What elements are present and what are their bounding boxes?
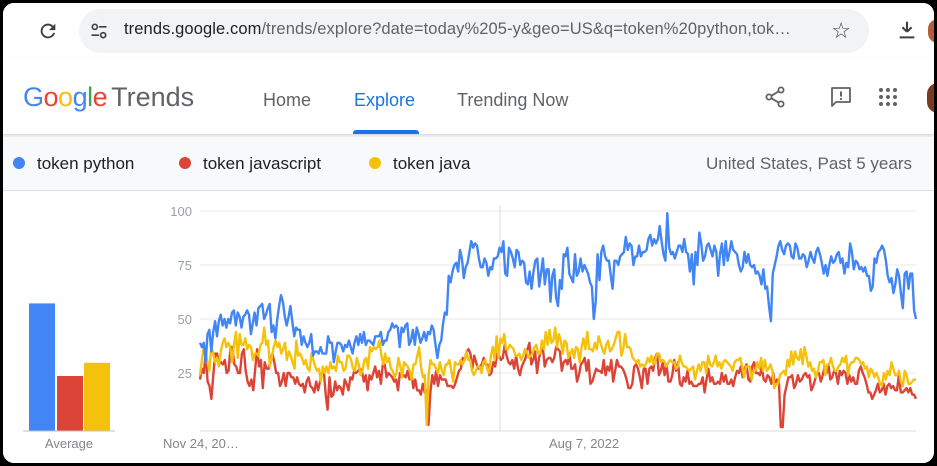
x-tick-label: Nov 24, 20…: [163, 436, 239, 451]
feedback-icon[interactable]: [829, 85, 853, 109]
logo-letter: o: [58, 82, 73, 112]
legend-item-token-java[interactable]: token java: [369, 154, 471, 174]
y-tick-label: 100: [170, 204, 192, 219]
series-line-token-javascript[interactable]: [198, 341, 918, 429]
average-bar-token-javascript[interactable]: [57, 376, 83, 431]
logo-letter: l: [87, 82, 93, 112]
legend-item-token-python[interactable]: token python: [13, 154, 134, 174]
account-avatar[interactable]: [927, 83, 934, 113]
logo-letter: o: [43, 82, 59, 112]
url-path: /trends/explore?date=today%205-y&geo=US&…: [261, 20, 791, 38]
url-text[interactable]: trends.google.com/trends/explore?date=to…: [124, 20, 814, 39]
legend-dot-red: [179, 157, 191, 169]
x-tick-label: Aug 7, 2022: [549, 436, 619, 451]
logo-letter: e: [92, 82, 108, 112]
apps-grid-icon[interactable]: [876, 85, 900, 109]
legend-dot-yellow: [369, 157, 381, 169]
profile-avatar[interactable]: [928, 19, 934, 43]
legend-label: token javascript: [203, 154, 322, 173]
series-line-token-python[interactable]: [198, 212, 918, 364]
average-label: Average: [45, 436, 93, 451]
tab-trending-now[interactable]: Trending Now: [457, 90, 569, 110]
site-settings-icon[interactable]: [89, 21, 109, 41]
tab-explore[interactable]: Explore: [354, 90, 416, 110]
download-icon[interactable]: [896, 17, 918, 43]
legend-dot-blue: [13, 157, 25, 169]
reload-icon[interactable]: [37, 20, 59, 42]
average-bar-token-python[interactable]: [29, 303, 55, 431]
share-icon[interactable]: [763, 85, 787, 109]
google-trends-logo[interactable]: Google Trends: [23, 82, 194, 113]
chart-svg: 100 75 50 25 Nov 24, 20… Aug 7, 2022 Average: [23, 204, 918, 451]
address-bar[interactable]: trends.google.com/trends/explore?date=to…: [79, 9, 869, 53]
trends-wordmark: Trends: [111, 82, 195, 112]
legend-item-token-javascript[interactable]: token javascript: [179, 154, 321, 174]
y-tick-label: 75: [178, 258, 192, 273]
legend-label: token java: [393, 154, 471, 173]
y-tick-label: 50: [178, 312, 192, 327]
tab-home[interactable]: Home: [263, 90, 312, 110]
active-tab-indicator: [353, 130, 419, 134]
legend-label: token python: [37, 154, 135, 173]
logo-letter: g: [72, 82, 88, 112]
google-wordmark: Google: [23, 82, 108, 112]
y-tick-label: 25: [178, 366, 192, 381]
series-line-token-java[interactable]: [198, 326, 916, 427]
search-terms-legend: token python token javascript token java…: [3, 137, 934, 191]
interest-over-time-chart: 100 75 50 25 Nov 24, 20… Aug 7, 2022 Average: [3, 193, 934, 463]
browser-toolbar: trends.google.com/trends/explore?date=to…: [3, 3, 934, 59]
region-timeframe-label: United States, Past 5 years: [706, 154, 912, 173]
url-host: trends.google.com: [124, 20, 262, 38]
bookmark-star-icon[interactable]: ☆: [831, 18, 851, 43]
average-bar-token-java[interactable]: [84, 362, 110, 431]
logo-letter: G: [23, 82, 44, 112]
trends-header: Google Trends Home Explore Trending Now: [3, 59, 934, 135]
